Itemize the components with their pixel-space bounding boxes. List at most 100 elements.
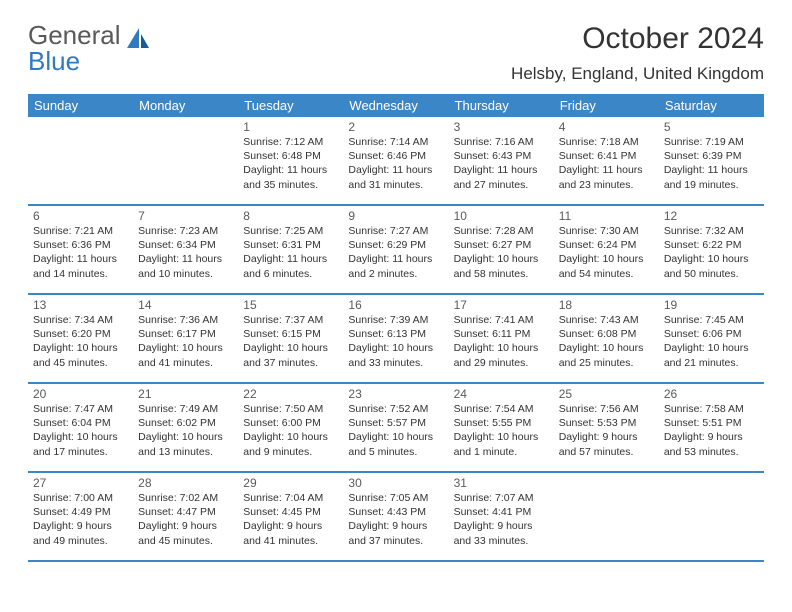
sunrise-text: Sunrise: 7:05 AM	[348, 491, 443, 505]
day-header: Sunday	[28, 94, 133, 117]
calendar-day-cell: 30Sunrise: 7:05 AMSunset: 4:43 PMDayligh…	[343, 472, 448, 561]
day-header: Saturday	[659, 94, 764, 117]
calendar-day-cell	[659, 472, 764, 561]
daylight-text: and 45 minutes.	[138, 534, 233, 548]
day-number: 7	[138, 209, 233, 223]
sunset-text: Sunset: 6:13 PM	[348, 327, 443, 341]
day-number: 23	[348, 387, 443, 401]
sunrise-text: Sunrise: 7:16 AM	[454, 135, 549, 149]
day-number: 5	[664, 120, 759, 134]
calendar-day-cell: 29Sunrise: 7:04 AMSunset: 4:45 PMDayligh…	[238, 472, 343, 561]
daylight-text: Daylight: 11 hours	[454, 163, 549, 177]
daylight-text: Daylight: 11 hours	[664, 163, 759, 177]
logo-text-general: General	[28, 22, 121, 48]
calendar-day-cell: 28Sunrise: 7:02 AMSunset: 4:47 PMDayligh…	[133, 472, 238, 561]
daylight-text: Daylight: 10 hours	[33, 430, 128, 444]
sunset-text: Sunset: 6:48 PM	[243, 149, 338, 163]
calendar-day-cell: 4Sunrise: 7:18 AMSunset: 6:41 PMDaylight…	[554, 117, 659, 205]
sunset-text: Sunset: 5:53 PM	[559, 416, 654, 430]
day-number: 27	[33, 476, 128, 490]
sunset-text: Sunset: 4:45 PM	[243, 505, 338, 519]
day-number: 28	[138, 476, 233, 490]
daylight-text: and 27 minutes.	[454, 178, 549, 192]
day-number: 6	[33, 209, 128, 223]
day-number: 12	[664, 209, 759, 223]
calendar-day-cell: 6Sunrise: 7:21 AMSunset: 6:36 PMDaylight…	[28, 205, 133, 294]
sunset-text: Sunset: 6:08 PM	[559, 327, 654, 341]
calendar-day-cell: 19Sunrise: 7:45 AMSunset: 6:06 PMDayligh…	[659, 294, 764, 383]
logo: General Blue	[28, 22, 151, 74]
daylight-text: and 5 minutes.	[348, 445, 443, 459]
sunset-text: Sunset: 4:49 PM	[33, 505, 128, 519]
calendar-day-cell: 24Sunrise: 7:54 AMSunset: 5:55 PMDayligh…	[449, 383, 554, 472]
sunrise-text: Sunrise: 7:41 AM	[454, 313, 549, 327]
daylight-text: and 29 minutes.	[454, 356, 549, 370]
sunrise-text: Sunrise: 7:19 AM	[664, 135, 759, 149]
daylight-text: Daylight: 10 hours	[243, 341, 338, 355]
sunrise-text: Sunrise: 7:32 AM	[664, 224, 759, 238]
calendar-day-cell	[133, 117, 238, 205]
daylight-text: Daylight: 11 hours	[33, 252, 128, 266]
daylight-text: Daylight: 10 hours	[454, 430, 549, 444]
day-header: Thursday	[449, 94, 554, 117]
daylight-text: Daylight: 11 hours	[348, 252, 443, 266]
daylight-text: Daylight: 9 hours	[243, 519, 338, 533]
daylight-text: Daylight: 10 hours	[664, 341, 759, 355]
header: General Blue October 2024 Helsby, Englan…	[28, 22, 764, 84]
daylight-text: and 25 minutes.	[559, 356, 654, 370]
daylight-text: Daylight: 9 hours	[138, 519, 233, 533]
calendar-day-cell: 5Sunrise: 7:19 AMSunset: 6:39 PMDaylight…	[659, 117, 764, 205]
sunrise-text: Sunrise: 7:47 AM	[33, 402, 128, 416]
day-number: 25	[559, 387, 654, 401]
logo-text-blue: Blue	[28, 48, 121, 74]
sunset-text: Sunset: 6:17 PM	[138, 327, 233, 341]
sunrise-text: Sunrise: 7:49 AM	[138, 402, 233, 416]
sunrise-text: Sunrise: 7:23 AM	[138, 224, 233, 238]
sunset-text: Sunset: 5:57 PM	[348, 416, 443, 430]
daylight-text: and 37 minutes.	[348, 534, 443, 548]
calendar-day-cell: 8Sunrise: 7:25 AMSunset: 6:31 PMDaylight…	[238, 205, 343, 294]
day-number: 11	[559, 209, 654, 223]
sunrise-text: Sunrise: 7:07 AM	[454, 491, 549, 505]
sunrise-text: Sunrise: 7:27 AM	[348, 224, 443, 238]
daylight-text: and 13 minutes.	[138, 445, 233, 459]
daylight-text: and 2 minutes.	[348, 267, 443, 281]
sunrise-text: Sunrise: 7:39 AM	[348, 313, 443, 327]
daylight-text: and 33 minutes.	[348, 356, 443, 370]
sunrise-text: Sunrise: 7:00 AM	[33, 491, 128, 505]
calendar-day-cell: 23Sunrise: 7:52 AMSunset: 5:57 PMDayligh…	[343, 383, 448, 472]
sunset-text: Sunset: 6:46 PM	[348, 149, 443, 163]
day-number: 15	[243, 298, 338, 312]
sunset-text: Sunset: 4:43 PM	[348, 505, 443, 519]
daylight-text: Daylight: 10 hours	[348, 341, 443, 355]
daylight-text: and 1 minute.	[454, 445, 549, 459]
sunrise-text: Sunrise: 7:28 AM	[454, 224, 549, 238]
sunrise-text: Sunrise: 7:45 AM	[664, 313, 759, 327]
day-number: 4	[559, 120, 654, 134]
day-number: 8	[243, 209, 338, 223]
daylight-text: Daylight: 10 hours	[559, 341, 654, 355]
sunrise-text: Sunrise: 7:14 AM	[348, 135, 443, 149]
daylight-text: and 6 minutes.	[243, 267, 338, 281]
sunset-text: Sunset: 6:06 PM	[664, 327, 759, 341]
location: Helsby, England, United Kingdom	[511, 64, 764, 84]
daylight-text: Daylight: 11 hours	[243, 163, 338, 177]
sunset-text: Sunset: 6:24 PM	[559, 238, 654, 252]
calendar-day-cell: 16Sunrise: 7:39 AMSunset: 6:13 PMDayligh…	[343, 294, 448, 383]
day-number: 1	[243, 120, 338, 134]
calendar-day-cell: 18Sunrise: 7:43 AMSunset: 6:08 PMDayligh…	[554, 294, 659, 383]
sunset-text: Sunset: 6:27 PM	[454, 238, 549, 252]
calendar-day-cell: 26Sunrise: 7:58 AMSunset: 5:51 PMDayligh…	[659, 383, 764, 472]
calendar-day-cell	[554, 472, 659, 561]
calendar-week-row: 1Sunrise: 7:12 AMSunset: 6:48 PMDaylight…	[28, 117, 764, 205]
daylight-text: Daylight: 9 hours	[33, 519, 128, 533]
day-header: Wednesday	[343, 94, 448, 117]
sunset-text: Sunset: 4:41 PM	[454, 505, 549, 519]
sail-icon	[125, 26, 151, 57]
calendar-day-cell: 13Sunrise: 7:34 AMSunset: 6:20 PMDayligh…	[28, 294, 133, 383]
day-header: Friday	[554, 94, 659, 117]
calendar-day-cell: 12Sunrise: 7:32 AMSunset: 6:22 PMDayligh…	[659, 205, 764, 294]
sunset-text: Sunset: 6:22 PM	[664, 238, 759, 252]
calendar-day-cell: 17Sunrise: 7:41 AMSunset: 6:11 PMDayligh…	[449, 294, 554, 383]
day-number: 22	[243, 387, 338, 401]
